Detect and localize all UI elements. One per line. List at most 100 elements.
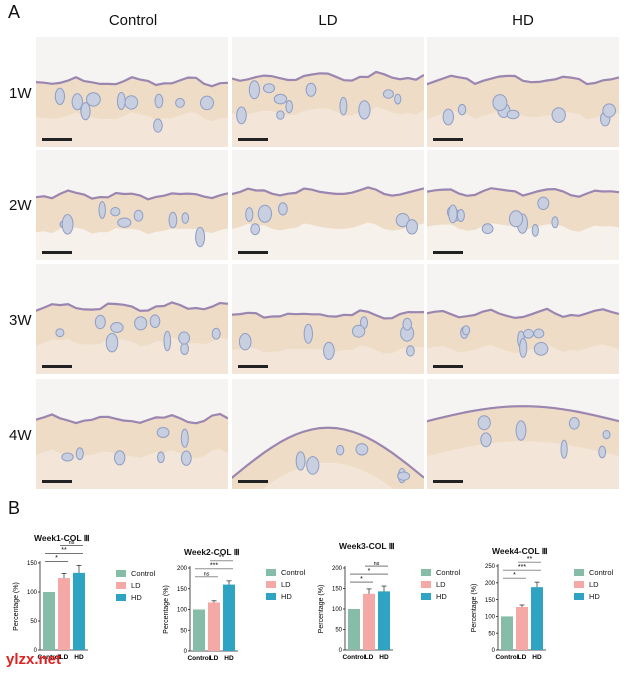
legend-label: HD (436, 592, 447, 601)
y-tick-label: 150 (332, 587, 343, 593)
significance-label: * (368, 568, 371, 575)
histology-image (427, 37, 619, 147)
scale-bar (42, 365, 72, 368)
histology-image (36, 150, 228, 260)
y-tick-label: 200 (485, 581, 496, 587)
y-tick-label: 50 (180, 628, 187, 634)
bar-hd (223, 584, 235, 651)
legend-item-control: Control (116, 569, 155, 578)
y-tick-label: 250 (485, 564, 496, 570)
bar-control (193, 609, 205, 651)
x-tick-label: HD (379, 654, 389, 661)
significance-label: * (360, 576, 363, 583)
legend-item-ld: LD (421, 580, 446, 589)
legend-label: LD (589, 580, 599, 589)
legend-swatch (116, 570, 126, 577)
significance-label: ** (61, 547, 67, 554)
legend-item-ld: LD (266, 580, 291, 589)
x-tick-label: HD (74, 654, 84, 661)
histology-image (427, 150, 619, 260)
scale-bar (238, 138, 268, 141)
scale-bar (42, 138, 72, 141)
histology-image (36, 37, 228, 147)
y-tick-label: 0 (34, 648, 38, 654)
legend-item-ld: LD (574, 580, 599, 589)
col3-bar-chart-week4: Week4-COL Ⅲ Percentage (%) 0 50 100 150 200 250… (466, 545, 616, 670)
bar-control (501, 616, 513, 650)
significance-label: ** (219, 555, 225, 562)
legend-swatch (574, 569, 584, 576)
y-axis-label: Percentage (%) (163, 585, 170, 634)
y-axis-label: Percentage (%) (13, 582, 20, 631)
histology-image (427, 379, 619, 489)
y-tick-label: 100 (177, 608, 188, 614)
significance-label: ** (527, 556, 533, 563)
legend-item-hd: HD (116, 593, 142, 602)
legend-item-hd: HD (421, 592, 447, 601)
significance-label: *** (518, 564, 526, 571)
significance-label: ns (374, 561, 380, 567)
watermark: ylzx.net (6, 651, 62, 668)
histology-image (36, 379, 228, 489)
legend-label: LD (131, 581, 141, 590)
significance-label: *** (210, 563, 218, 570)
significance-label: * (55, 555, 58, 562)
legend-swatch (116, 594, 126, 601)
legend-item-control: Control (574, 568, 613, 577)
legend-item-hd: HD (574, 592, 600, 601)
chart-title: Week1-COL Ⅲ (34, 533, 90, 543)
legend-label: LD (436, 580, 446, 589)
x-tick-label: LD (60, 654, 69, 661)
legend-item-control: Control (421, 568, 460, 577)
x-tick-label: Control (37, 654, 60, 661)
x-tick-label: LD (365, 654, 374, 661)
y-tick-label: 200 (177, 566, 188, 572)
legend-swatch (266, 569, 276, 576)
legend-label: Control (436, 568, 461, 577)
panel-a-label: A (8, 2, 21, 22)
col3-bar-chart-week1: Week1-COL Ⅲ Percentage (%) 0 50 100 150 Contro… (8, 528, 158, 670)
significance-label: * (513, 572, 516, 579)
legend-label: HD (589, 592, 600, 601)
y-tick-label: 50 (30, 619, 37, 625)
chart-title: Week3-COL Ⅲ (339, 541, 395, 551)
column-header-ld: LD (318, 12, 338, 29)
y-tick-label: 0 (492, 648, 496, 654)
column-header-hd: HD (512, 12, 534, 29)
legend-label: HD (131, 593, 142, 602)
significance-label: ns (69, 540, 75, 546)
legend-item-hd: HD (266, 592, 292, 601)
legend-swatch (574, 593, 584, 600)
bar-ld (208, 602, 220, 651)
histology-image (36, 264, 228, 374)
histology-image (232, 150, 424, 260)
y-tick-label: 100 (485, 615, 496, 621)
y-axis-label: Percentage (%) (471, 584, 478, 633)
histology-image (232, 264, 424, 374)
row-header-4w: 4W (9, 427, 32, 444)
bar-hd (73, 572, 85, 650)
bar-ld (516, 606, 528, 650)
bar-control (43, 592, 55, 650)
y-tick-label: 100 (332, 607, 343, 613)
scale-bar (42, 480, 72, 483)
x-tick-label: HD (532, 654, 542, 661)
legend-swatch (421, 581, 431, 588)
x-tick-label: Control (187, 655, 210, 662)
row-header-3w: 3W (9, 312, 32, 329)
x-tick-label: HD (224, 655, 234, 662)
legend-label: Control (589, 568, 614, 577)
legend-label: Control (131, 569, 156, 578)
x-tick-label: LD (210, 655, 219, 662)
y-tick-label: 50 (488, 631, 495, 637)
legend-label: HD (281, 592, 292, 601)
y-tick-label: 150 (485, 598, 496, 604)
y-tick-label: 150 (27, 561, 38, 567)
y-tick-label: 0 (339, 648, 343, 654)
chart-title: Week4-COL Ⅲ (492, 546, 548, 556)
y-tick-label: 150 (177, 587, 188, 593)
scale-bar (238, 365, 268, 368)
legend-swatch (421, 593, 431, 600)
scale-bar (433, 365, 463, 368)
y-tick-label: 50 (335, 628, 342, 634)
